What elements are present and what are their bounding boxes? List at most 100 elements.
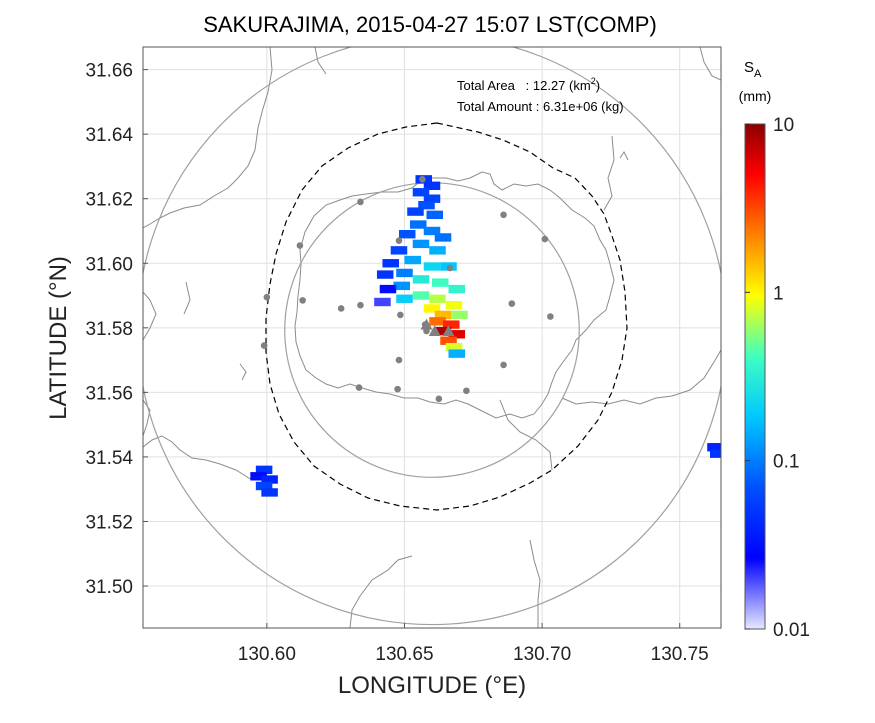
y-axis-ticks: 31.50 31.52 31.54 31.56 31.58 31.60 31.62 31.64… — [85, 61, 148, 598]
station-dot — [296, 242, 304, 249]
station-dot — [463, 387, 470, 395]
ash-cell — [443, 320, 460, 329]
station-dot — [355, 384, 363, 391]
y-tick-label: 31.62 — [85, 190, 133, 211]
ash-cell — [255, 465, 273, 475]
ash-cell — [434, 310, 452, 320]
plot-area — [143, 47, 721, 628]
colorbar-label: SA — [744, 59, 762, 80]
ash-cell — [412, 188, 430, 197]
ash-cell — [250, 472, 267, 481]
ash-cell — [396, 294, 413, 303]
x-tick-label: 130.65 — [375, 644, 433, 665]
range-ring — [143, 47, 721, 626]
ash-cell — [445, 301, 463, 310]
colorbar-tick-label: 0.01 — [773, 620, 810, 641]
ash-cell — [423, 194, 441, 203]
colorbar-unit: (mm) — [739, 88, 772, 104]
station-dot — [337, 305, 345, 312]
ash-cell — [390, 246, 408, 255]
station-dot — [263, 293, 271, 301]
ash-cell — [418, 200, 435, 210]
ash-cell — [426, 210, 444, 220]
vent-triangle — [420, 318, 433, 330]
ash-cell — [376, 270, 394, 279]
station-dot — [299, 297, 306, 304]
station-dot — [397, 311, 404, 319]
y-tick-label: 31.54 — [85, 448, 133, 469]
ash-cell — [404, 255, 421, 265]
dashed-boundary — [265, 122, 628, 511]
ash-cell — [255, 481, 273, 491]
colorbar-tick-label: 0.1 — [773, 452, 799, 473]
vent-markers — [420, 318, 455, 337]
ash-cell — [429, 246, 446, 255]
ash-cell — [448, 330, 466, 339]
y-tick-label: 31.64 — [85, 125, 133, 146]
ash-cell — [451, 310, 468, 320]
ash-cell — [412, 275, 430, 284]
ash-cell — [448, 349, 466, 358]
vent-triangle — [442, 325, 455, 337]
ash-cell — [261, 488, 278, 497]
colorbar-tick-label: 1 — [773, 283, 784, 304]
station-dot — [446, 264, 454, 272]
colorbar-label-subscript: A — [754, 68, 762, 80]
ash-cell — [374, 297, 391, 307]
ash-cell — [434, 233, 452, 242]
ash-cell — [261, 475, 278, 484]
ash-cell — [707, 443, 721, 452]
ash-cell — [382, 259, 399, 268]
y-tick-label: 31.60 — [85, 254, 133, 275]
chart-title: SAKURAJIMA, 2015-04-27 15:07 LST(COMP) — [203, 12, 657, 37]
ash-cell — [393, 281, 410, 291]
station-dot — [419, 176, 426, 183]
station-dot — [435, 395, 443, 403]
x-axis-ticks: 130.60 130.65 130.70 130.75 — [238, 623, 709, 665]
coastline — [143, 47, 721, 628]
ash-cell — [396, 268, 413, 278]
plot-frame — [142, 46, 722, 629]
x-axis-label: LONGITUDE (°E) — [338, 672, 526, 699]
station-dot — [394, 385, 401, 393]
ash-cell — [379, 284, 397, 294]
station-dot — [260, 342, 268, 349]
station-dot — [541, 235, 549, 243]
ash-cell — [398, 230, 416, 239]
colorbar — [744, 123, 766, 630]
station-dot — [395, 237, 403, 244]
ash-cell — [423, 226, 441, 236]
ash-cell — [429, 294, 446, 303]
station-dot — [508, 300, 516, 307]
y-tick-label: 31.66 — [85, 61, 133, 82]
ash-cell — [409, 220, 427, 229]
station-dot — [395, 356, 403, 364]
ash-cell — [709, 449, 721, 458]
total-area-annotation: Total Area : 12.27 (km2) — [457, 76, 600, 93]
station-dot — [500, 211, 507, 219]
y-tick-label: 31.50 — [85, 577, 133, 598]
y-tick-label: 31.58 — [85, 319, 133, 340]
ash-cell — [423, 262, 441, 271]
ash-cell — [440, 336, 457, 345]
vent-triangle — [428, 325, 441, 337]
ash-cell — [423, 304, 441, 313]
ash-cell — [434, 326, 452, 336]
ash-cell — [432, 278, 449, 287]
ash-cell — [429, 317, 446, 326]
x-tick-label: 130.70 — [513, 644, 571, 665]
station-dot — [357, 198, 364, 206]
ash-cell — [412, 291, 430, 300]
x-tick-label: 130.75 — [651, 644, 709, 665]
y-tick-label: 31.56 — [85, 383, 133, 404]
colorbar-tick-label: 10 — [773, 115, 794, 136]
x-tick-label: 130.60 — [238, 644, 296, 665]
ash-cell — [445, 342, 463, 352]
y-tick-label: 31.52 — [85, 512, 133, 533]
ash-cell — [412, 239, 430, 249]
station-dot — [500, 361, 507, 369]
ash-cell — [407, 207, 424, 216]
ash-cell — [423, 181, 441, 190]
colorbar-ticks: 10 1 0.1 0.01 — [745, 115, 810, 641]
ash-cell — [448, 284, 466, 294]
